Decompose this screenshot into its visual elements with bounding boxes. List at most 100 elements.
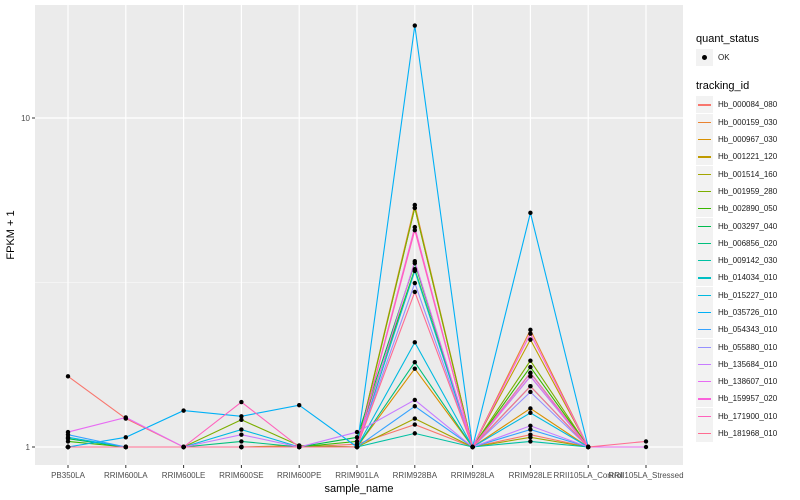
data-point: [123, 435, 128, 440]
line-swatch-icon: [698, 346, 711, 348]
data-point: [412, 431, 417, 436]
line-swatch-icon: [698, 381, 711, 383]
x-tick-label: RRIM928LA: [451, 471, 495, 480]
legend-key: [696, 390, 713, 408]
legend-label: Hb_159957_020: [718, 394, 778, 404]
legend-label: Hb_138607_010: [718, 377, 778, 387]
legend-label: Hb_002890_050: [718, 204, 778, 214]
legend-entry: Hb_006856_020: [696, 234, 796, 252]
data-point: [239, 439, 244, 444]
data-point: [528, 337, 533, 342]
line-swatch-icon: [698, 190, 711, 193]
legend-entry: Hb_000084_080: [696, 96, 796, 114]
y-tick-label: 10: [21, 114, 30, 123]
data-point: [412, 340, 417, 345]
x-axis-label: sample_name: [324, 483, 393, 495]
data-point: [412, 280, 417, 286]
data-point: [354, 444, 360, 450]
line-swatch-icon: [698, 139, 711, 141]
legend-key: [696, 96, 713, 114]
data-point: [354, 429, 360, 435]
legend-label: Hb_001221_120: [718, 152, 778, 162]
legend-key: [696, 200, 713, 218]
data-point: [65, 429, 71, 435]
line-swatch-icon: [698, 260, 711, 262]
line-swatch-icon: [698, 277, 711, 279]
data-point: [528, 384, 533, 389]
legend-key: [696, 131, 713, 149]
data-point: [528, 389, 533, 395]
data-point: [354, 439, 360, 444]
data-point: [528, 423, 533, 428]
x-tick-label: RRIM600LE: [162, 471, 206, 480]
shape-legend-entry: OK: [696, 49, 796, 67]
data-point: [65, 374, 71, 379]
color-legend: Hb_000084_080 Hb_000159_030 Hb_000967_030 H…: [696, 96, 796, 443]
legend-label: Hb_171900_010: [718, 411, 778, 421]
data-point: [528, 435, 533, 440]
x-tick-label: RRIM928LE: [509, 471, 553, 480]
y-axis: 1 10: [21, 114, 35, 452]
legend-label: Hb_001959_280: [718, 186, 778, 196]
data-point: [412, 366, 417, 371]
data-point: [586, 444, 591, 450]
legend-label: Hb_055880_010: [718, 342, 778, 352]
legend-key: [696, 217, 713, 235]
data-point: [412, 224, 417, 230]
legend-key: [696, 425, 713, 443]
legend-entry: Hb_135684_010: [696, 355, 796, 373]
legend-key: [696, 113, 713, 131]
legend-label: Hb_003297_040: [718, 221, 778, 231]
legend-key: [696, 304, 713, 321]
data-point: [123, 444, 128, 450]
x-tick-label: RRII105LA_Control: [554, 471, 624, 480]
legend-entry: Hb_000159_030: [696, 113, 796, 131]
legend-key: [696, 182, 713, 200]
legend-entry: Hb_171900_010: [696, 407, 796, 425]
legend-label: Hb_035726_010: [718, 308, 778, 317]
data-point: [412, 228, 417, 233]
data-point: [65, 444, 71, 450]
line-swatch-icon: [698, 312, 711, 314]
data-point: [470, 444, 475, 450]
line-swatch-icon: [698, 294, 711, 296]
data-point: [239, 414, 244, 419]
legend-key: [696, 321, 713, 339]
data-point: [239, 444, 244, 450]
data-point: [412, 268, 417, 274]
series-points: [65, 23, 649, 450]
x-tick-label: RRIM928BA: [393, 471, 438, 480]
legend-entry: Hb_001514_160: [696, 165, 796, 183]
line-swatch-icon: [698, 225, 711, 227]
point-icon: [702, 55, 707, 61]
data-point: [412, 289, 417, 295]
data-point: [528, 358, 533, 363]
legend-key: [696, 286, 713, 304]
data-point: [412, 259, 417, 264]
shape-legend-label: OK: [718, 53, 730, 63]
data-point: [181, 444, 186, 450]
legend-entry: Hb_054343_010: [696, 321, 796, 339]
y-axis-label: FPKM + 1: [5, 210, 17, 259]
data-point: [528, 331, 533, 336]
legend: quant_status OK tracking_id Hb_000084_08…: [696, 33, 796, 443]
plot-panel: [35, 5, 683, 465]
data-point: [181, 408, 186, 413]
data-point: [528, 370, 533, 376]
legend-key: [696, 407, 713, 425]
data-point: [297, 444, 302, 450]
legend-entry: Hb_015227_010: [696, 286, 796, 304]
legend-key: [696, 49, 713, 67]
legend-entry: Hb_003297_040: [696, 217, 796, 235]
data-point: [354, 435, 360, 440]
y-tick-label: 1: [26, 443, 31, 452]
legend-entry: Hb_002890_050: [696, 200, 796, 218]
x-axis: PB350LA RRIM600LA RRIM600LE RRIM600SE RRIM60…: [51, 465, 684, 480]
data-point: [643, 444, 649, 450]
shape-legend-title: quant_status: [696, 33, 759, 45]
legend-key: [696, 269, 713, 287]
legend-key: [696, 355, 713, 373]
line-swatch-icon: [698, 121, 711, 123]
data-point: [528, 327, 533, 333]
legend-label: Hb_000967_030: [718, 135, 778, 145]
